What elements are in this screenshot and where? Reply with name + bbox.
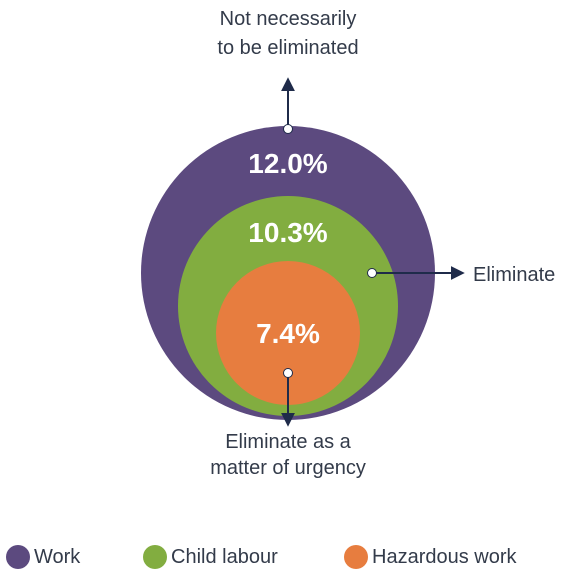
legend-label-child-labour: Child labour bbox=[171, 545, 278, 568]
work-swatch-icon bbox=[6, 545, 30, 569]
bottom-arrow-dot bbox=[283, 368, 293, 378]
top-arrow-dot bbox=[283, 124, 293, 134]
hazardous-work-value: 7.4% bbox=[256, 318, 320, 349]
legend-item-child-labour: Child labour bbox=[143, 545, 278, 569]
legend-label-work: Work bbox=[34, 545, 81, 568]
top-note-line-1: Not necessarily bbox=[220, 8, 357, 30]
right-note: Eliminate bbox=[473, 264, 555, 286]
legend-item-work: Work bbox=[6, 545, 80, 569]
hazardous-work-swatch-icon bbox=[344, 545, 368, 569]
legend-label-hazardous-work: Hazardous work bbox=[372, 545, 517, 568]
child-labour-swatch-icon bbox=[143, 545, 167, 569]
hazardous-work-circle bbox=[216, 261, 360, 405]
right-arrow-dot bbox=[367, 268, 377, 278]
bottom-note-line-1: Eliminate as a bbox=[225, 431, 351, 453]
legend: Work Child labour Hazardous work bbox=[0, 545, 577, 575]
work-value: 12.0% bbox=[248, 148, 327, 179]
top-note-line-2: to be eliminated bbox=[217, 37, 358, 59]
child-labour-value: 10.3% bbox=[248, 217, 327, 248]
legend-item-hazardous-work: Hazardous work bbox=[344, 545, 517, 569]
bottom-note-line-2: matter of urgency bbox=[210, 457, 366, 479]
